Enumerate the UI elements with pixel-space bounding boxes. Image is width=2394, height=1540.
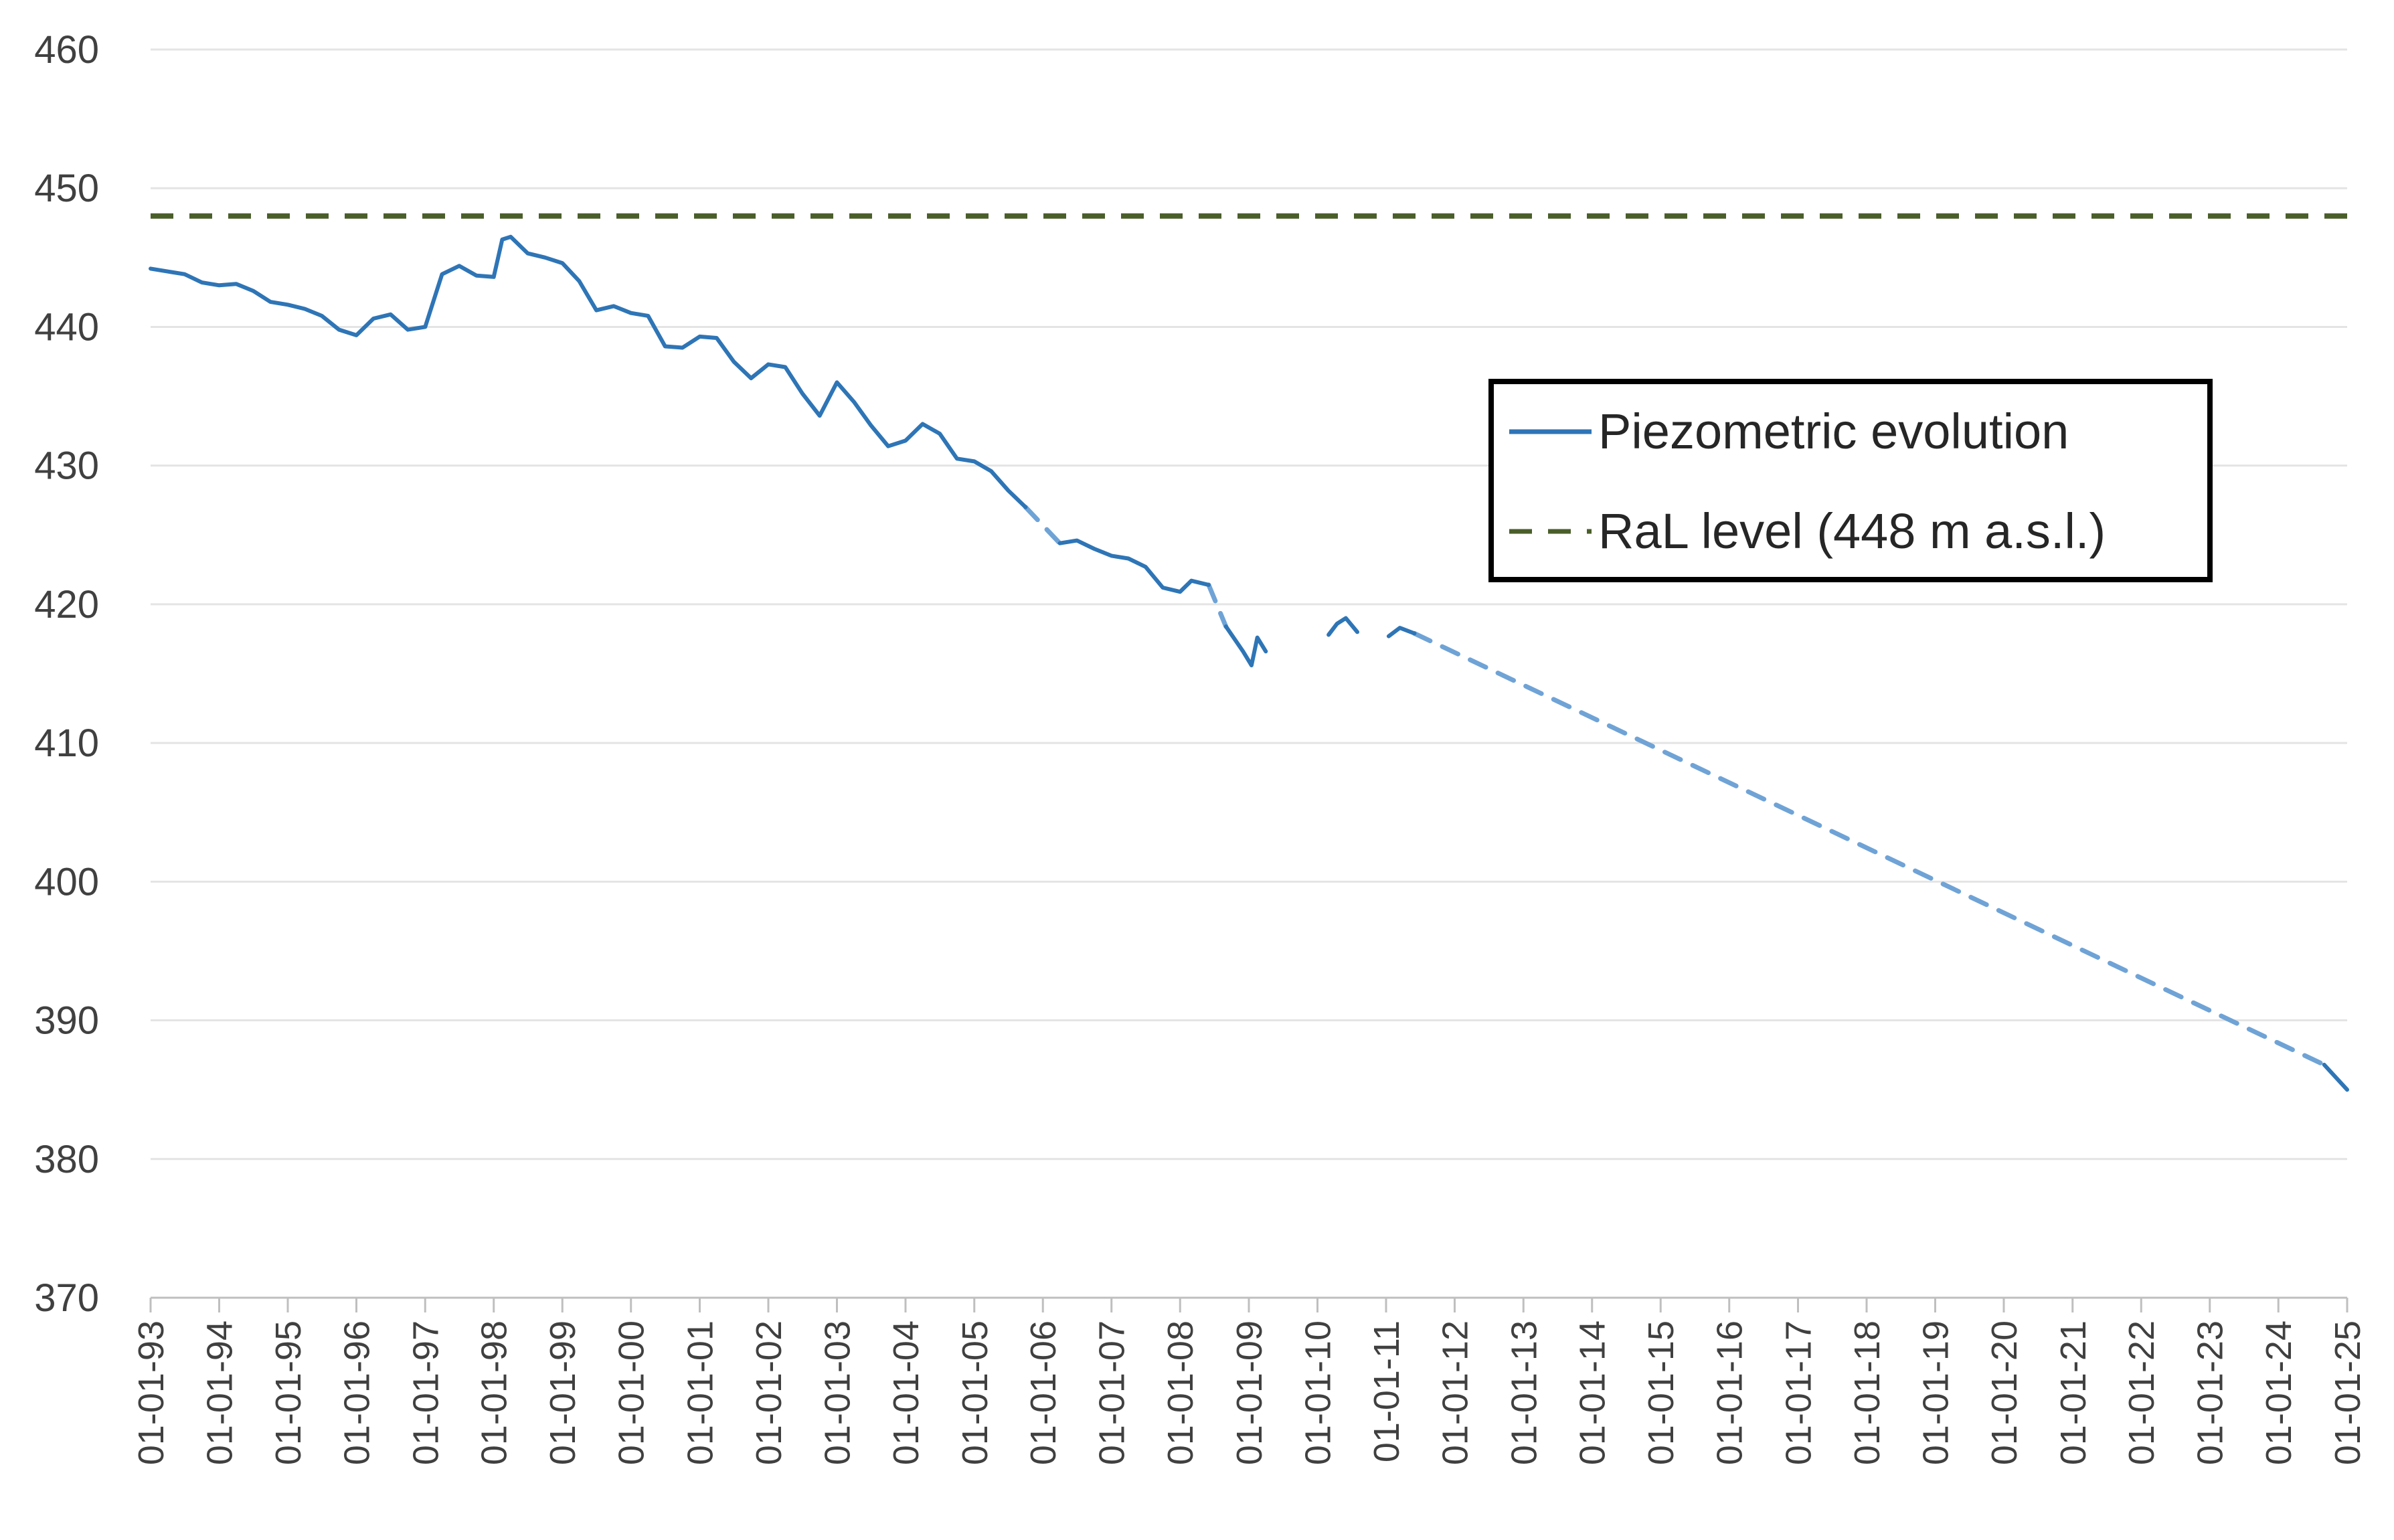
x-tick-label: 01-01-17 — [1779, 1320, 1819, 1465]
x-tick-label: 01-01-04 — [886, 1320, 926, 1465]
y-tick-label: 420 — [34, 583, 99, 626]
x-tick-label: 01-01-23 — [2191, 1320, 2231, 1465]
x-tick-label: 01-01-94 — [199, 1320, 240, 1465]
grid-lines — [151, 48, 2347, 1161]
x-tick-label: 01-01-18 — [1847, 1320, 1887, 1465]
legend-box — [1488, 379, 2213, 582]
series-group — [149, 213, 2349, 1092]
x-tick-label: 01-01-03 — [817, 1320, 857, 1465]
x-tick-label: 01-01-22 — [2122, 1320, 2162, 1465]
x-tick-label: 01-01-96 — [337, 1320, 377, 1465]
legend-label-piezometric: Piezometric evolution — [1598, 404, 2069, 459]
series-piezometric-segment — [1327, 616, 1359, 637]
x-tick-label: 01-01-15 — [1641, 1320, 1681, 1465]
x-tick-label: 01-01-25 — [2328, 1320, 2368, 1465]
y-tick-label: 370 — [34, 1276, 99, 1320]
x-tick-label: 01-01-07 — [1092, 1320, 1132, 1465]
x-tick-label: 01-01-99 — [543, 1320, 583, 1465]
series-piezometric-segment — [1057, 538, 1211, 594]
x-tick-label: 01-01-00 — [612, 1320, 652, 1465]
x-tick-label: 01-01-95 — [268, 1320, 309, 1465]
legend-label-ral: RaL level (448 m a.s.l.) — [1598, 503, 2106, 559]
x-tick-label: 01-01-12 — [1435, 1320, 1475, 1465]
x-tick-label: 01-01-98 — [475, 1320, 515, 1465]
y-tick-label: 410 — [34, 721, 99, 765]
series-extrapolated-segment — [1023, 505, 1062, 546]
legend: Piezometric evolution RaL level (448 m a… — [1488, 379, 2213, 582]
x-tick-label: 01-01-93 — [131, 1320, 171, 1465]
y-tick-label: 400 — [34, 860, 99, 904]
series-piezometric-segment — [149, 234, 1028, 509]
y-tick-label: 450 — [34, 167, 99, 210]
x-axis-ticks: 01-01-93 01-01-94 01-01-95 01-01-96 01-01-97… — [131, 1298, 2368, 1465]
x-tick-label: 01-01-24 — [2259, 1320, 2299, 1465]
x-tick-label: 01-01-10 — [1298, 1320, 1338, 1465]
x-tick-label: 01-01-06 — [1023, 1320, 1063, 1465]
x-tick-label: 01-01-19 — [1915, 1320, 1956, 1465]
x-tick-label: 01-01-14 — [1573, 1320, 1613, 1465]
y-tick-label: 390 — [34, 999, 99, 1043]
series-extrapolated-segment — [1206, 582, 1229, 629]
x-tick-label: 01-01-97 — [406, 1320, 446, 1465]
x-tick-label: 01-01-02 — [749, 1320, 789, 1465]
x-tick-label: 01-01-13 — [1504, 1320, 1544, 1465]
x-tick-label: 01-01-20 — [1984, 1320, 2025, 1465]
x-tick-label: 01-01-11 — [1367, 1320, 1407, 1462]
series-piezometric-segment — [2322, 1062, 2349, 1092]
series-piezometric-segment — [1223, 624, 1268, 668]
y-tick-label: 460 — [34, 28, 99, 72]
x-tick-label: 01-01-05 — [955, 1320, 995, 1465]
x-tick-label: 01-01-08 — [1161, 1320, 1201, 1465]
y-tick-label: 380 — [34, 1138, 99, 1181]
x-tick-label: 01-01-16 — [1710, 1320, 1750, 1465]
x-tick-label: 01-01-09 — [1229, 1320, 1270, 1465]
y-tick-label: 430 — [34, 444, 99, 488]
series-piezometric-segment — [1386, 626, 1417, 638]
y-tick-label: 440 — [34, 305, 99, 349]
x-tick-label: 01-01-21 — [2053, 1320, 2093, 1465]
series-extrapolated-segment — [1412, 630, 2327, 1067]
y-axis-ticks: 370 380 390 400 410 420 430 440 450 460 — [34, 28, 99, 1320]
x-tick-label: 01-01-01 — [681, 1320, 721, 1465]
